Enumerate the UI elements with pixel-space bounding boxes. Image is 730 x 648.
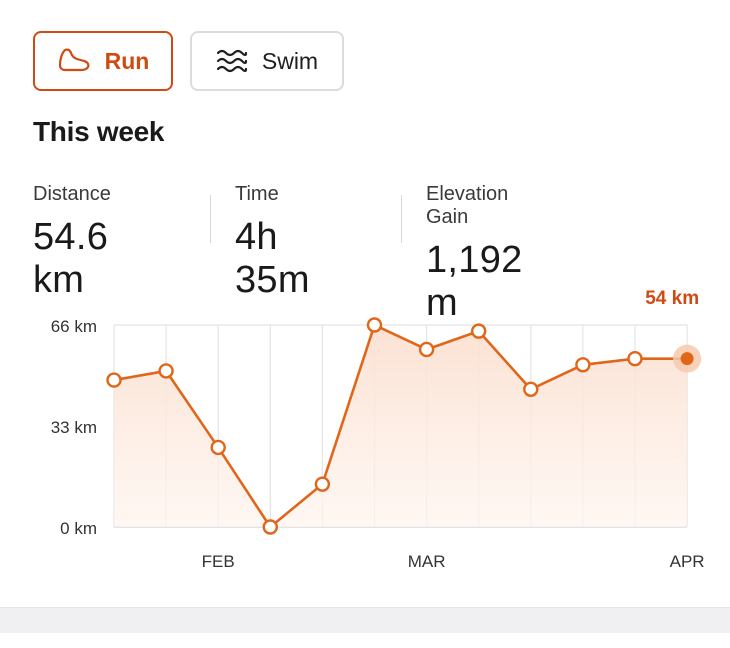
tab-swim-label: Swim — [261, 47, 319, 74]
x-tick-label: MAR — [408, 552, 446, 571]
stat-time-label: Time — [235, 183, 279, 205]
y-tick-label: 66 km — [51, 317, 97, 336]
bottom-band — [0, 607, 730, 633]
data-point[interactable] — [262, 519, 278, 535]
series-line — [113, 323, 688, 529]
section-title: This week — [33, 116, 165, 147]
stat-distance-label: Distance — [33, 183, 111, 205]
series-area — [114, 325, 688, 527]
stat-elevation-value: 1,192 m — [426, 239, 523, 324]
data-point[interactable] — [418, 341, 435, 358]
stat-distance: Distance 54.6 km — [33, 183, 111, 302]
data-point[interactable] — [471, 323, 487, 339]
data-point[interactable] — [158, 363, 174, 379]
stat-elevation: Elevation Gain 1,192 m — [426, 183, 523, 325]
y-tick-label: 33 km — [51, 418, 97, 437]
stat-divider — [210, 195, 211, 243]
data-point[interactable] — [314, 476, 331, 492]
shoe-icon — [57, 47, 91, 75]
data-point[interactable] — [575, 357, 591, 373]
sport-tabs: Run Swim — [33, 31, 344, 91]
tab-run[interactable]: Run — [33, 31, 173, 91]
waves-icon — [216, 47, 248, 75]
data-point[interactable] — [366, 317, 383, 333]
data-point[interactable] — [106, 372, 122, 388]
x-tick-label: APR — [670, 552, 705, 571]
data-point[interactable] — [523, 381, 539, 397]
stat-distance-value: 54.6 km — [33, 216, 109, 301]
data-point[interactable] — [210, 439, 226, 456]
tab-swim[interactable]: Swim — [190, 31, 344, 91]
stat-elevation-label: Elevation Gain — [426, 183, 509, 228]
highlight-value-label: 54 km — [645, 288, 699, 309]
tab-run-label: Run — [104, 47, 150, 74]
x-tick-label: FEB — [202, 552, 235, 571]
weekly-distance-chart: 66 km 33 km 0 km FEB MAR APR 54 km — [51, 288, 705, 571]
stat-divider — [401, 195, 402, 243]
data-point[interactable] — [627, 350, 643, 367]
y-tick-label: 0 km — [60, 519, 97, 538]
stat-time-value: 4h 35m — [235, 216, 310, 301]
highlight-data-point[interactable] — [680, 352, 694, 366]
stat-time: Time 4h 35m — [235, 183, 310, 302]
